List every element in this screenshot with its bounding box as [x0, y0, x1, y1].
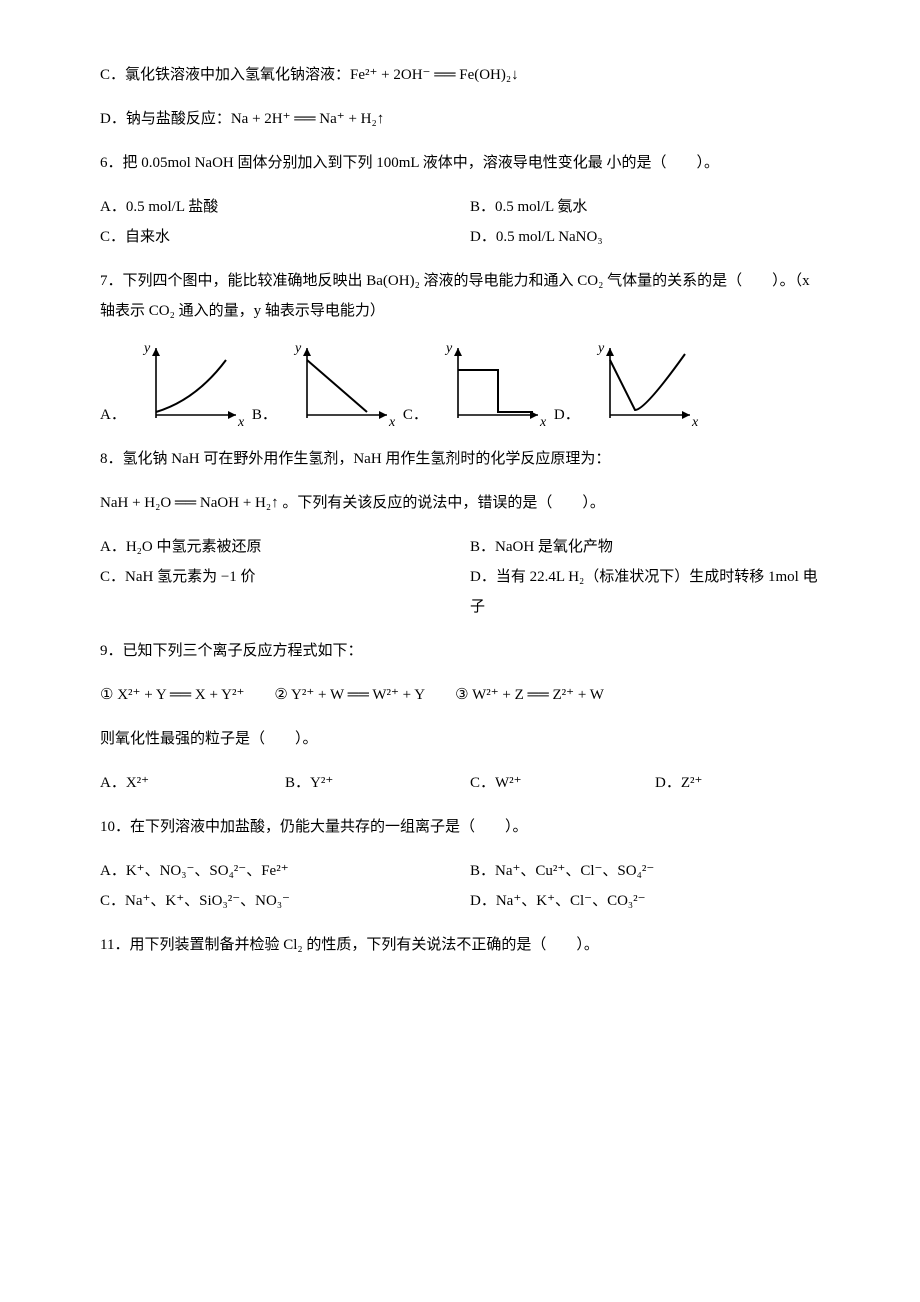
q9-equations: ① X²⁺ + Y ══ X + Y²⁺ ② Y²⁺ + W ══ W²⁺ + … — [100, 680, 820, 710]
svg-text:x: x — [388, 415, 396, 430]
q9-option-a: A．X²⁺ — [100, 768, 265, 798]
q8-option-c: C．NaH 氢元素为 −1 价 — [100, 562, 450, 622]
q6-option-a: A．0.5 mol/L 盐酸 — [100, 192, 450, 222]
q7-label-a: A． — [100, 400, 126, 430]
q7-label-b: B． — [252, 400, 277, 430]
q10-option-a: A．K⁺、NO₃⁻、SO₄²⁻、Fe²⁺ — [100, 856, 450, 886]
q9-stem: 9．已知下列三个离子反应方程式如下： — [100, 636, 820, 666]
option-text: 钠与盐酸反应：Na + 2H⁺ ══ Na⁺ + H₂↑ — [126, 111, 384, 127]
q6-option-d: D．0.5 mol/L NaNO₃ — [470, 222, 820, 252]
q5-option-c: C．氯化铁溶液中加入氢氧化钠溶液：Fe²⁺ + 2OH⁻ ══ Fe(OH)₂↓ — [100, 60, 820, 90]
q7-stem: 7．下列四个图中，能比较准确地反映出 Ba(OH)₂ 溶液的导电能力和通入 CO… — [100, 266, 820, 326]
q10-option-b: B．Na⁺、Cu²⁺、Cl⁻、SO₄²⁻ — [470, 856, 820, 886]
q7-label-c: C． — [403, 400, 428, 430]
q7-graph-d: x y — [590, 340, 700, 430]
q7-graphs: A． x y B． x y C． x y D． x y — [100, 340, 820, 430]
q10-option-d: D．Na⁺、K⁺、Cl⁻、CO₃²⁻ — [470, 886, 820, 916]
q6-options: A．0.5 mol/L 盐酸 B．0.5 mol/L 氨水 C．自来水 D．0.… — [100, 192, 820, 252]
q5-option-d: D．钠与盐酸反应：Na + 2H⁺ ══ Na⁺ + H₂↑ — [100, 104, 820, 134]
q7-graph-a: x y — [136, 340, 246, 430]
q9-eq1: ① X²⁺ + Y ══ X + Y²⁺ — [100, 680, 244, 710]
q8-options: A．H₂O 中氢元素被还原 B．NaOH 是氧化产物 C．NaH 氢元素为 −1… — [100, 532, 820, 622]
svg-text:y: y — [142, 341, 151, 356]
option-label: C． — [100, 67, 125, 83]
svg-text:x: x — [539, 415, 547, 430]
q11-stem: 11．用下列装置制备并检验 Cl₂ 的性质，下列有关说法不正确的是（ ）。 — [100, 930, 820, 960]
q6-stem: 6．把 0.05mol NaOH 固体分别加入到下列 100mL 液体中，溶液导… — [100, 148, 820, 178]
svg-text:y: y — [596, 341, 605, 356]
q8-option-d: D．当有 22.4L H₂（标准状况下）生成时转移 1mol 电子 — [470, 562, 820, 622]
q8-option-a: A．H₂O 中氢元素被还原 — [100, 532, 450, 562]
q10-stem: 10．在下列溶液中加盐酸，仍能大量共存的一组离子是（ ）。 — [100, 812, 820, 842]
q9-option-b: B．Y²⁺ — [285, 768, 450, 798]
q9-options: A．X²⁺ B．Y²⁺ C．W²⁺ D．Z²⁺ — [100, 768, 820, 798]
svg-text:x: x — [691, 415, 699, 430]
q8-stem-a: 8．氢化钠 NaH 可在野外用作生氢剂，NaH 用作生氢剂时的化学反应原理为： — [100, 444, 820, 474]
q10-options: A．K⁺、NO₃⁻、SO₄²⁻、Fe²⁺ B．Na⁺、Cu²⁺、Cl⁻、SO₄²… — [100, 856, 820, 916]
q7-graph-b: x y — [287, 340, 397, 430]
q9-option-d: D．Z²⁺ — [655, 768, 820, 798]
option-text: 氯化铁溶液中加入氢氧化钠溶液：Fe²⁺ + 2OH⁻ ══ Fe(OH)₂↓ — [125, 67, 519, 83]
q10-option-c: C．Na⁺、K⁺、SiO₃²⁻、NO₃⁻ — [100, 886, 450, 916]
option-label: D． — [100, 111, 126, 127]
q8-equation: NaH + H₂O ══ NaOH + H₂↑ 。下列有关该反应的说法中，错误的… — [100, 488, 820, 518]
q9-tail: 则氧化性最强的粒子是（ ）。 — [100, 724, 820, 754]
svg-text:y: y — [444, 341, 453, 356]
q6-option-c: C．自来水 — [100, 222, 450, 252]
q9-eq3: ③ W²⁺ + Z ══ Z²⁺ + W — [455, 680, 604, 710]
q9-eq2: ② Y²⁺ + W ══ W²⁺ + Y — [274, 680, 425, 710]
q8-option-b: B．NaOH 是氧化产物 — [470, 532, 820, 562]
q6-option-b: B．0.5 mol/L 氨水 — [470, 192, 820, 222]
q7-graph-c: x y — [438, 340, 548, 430]
svg-text:x: x — [237, 415, 245, 430]
svg-text:y: y — [293, 341, 302, 356]
q7-label-d: D． — [554, 400, 580, 430]
q9-option-c: C．W²⁺ — [470, 768, 635, 798]
